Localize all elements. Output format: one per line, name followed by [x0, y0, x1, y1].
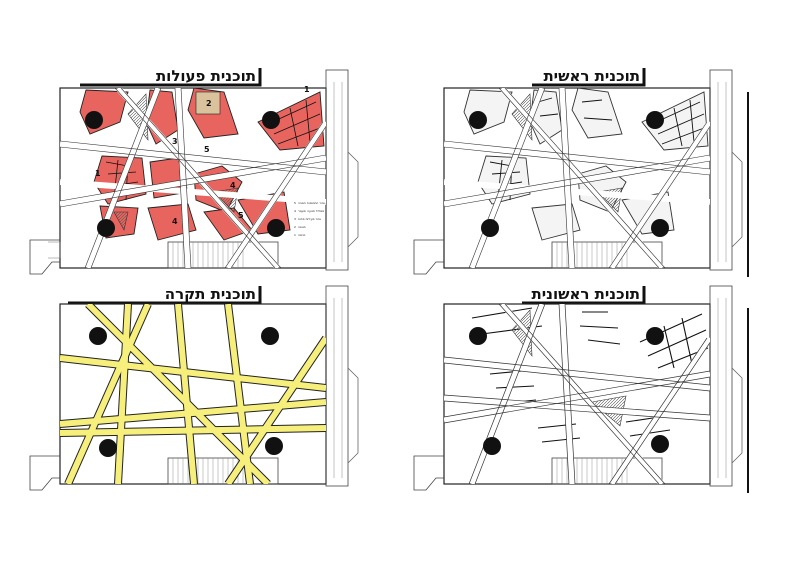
legend: 5 אזור התכנסות וישיבה 4 מסלול תנועה ומעב…: [294, 201, 325, 237]
panel-title: תוכנית ראשית: [543, 67, 640, 85]
panel-main-plan: תוכנית ראשית: [412, 62, 752, 292]
left-annex: [413, 455, 444, 491]
svg-text:1: 1: [294, 233, 296, 237]
column: [483, 437, 501, 455]
zone-number: 2: [206, 99, 212, 108]
zone-number: 5: [204, 145, 210, 154]
columns: [469, 327, 669, 455]
svg-text:אזור פעילות פתוח: אזור פעילות פתוח: [298, 217, 321, 221]
column: [469, 111, 487, 129]
panel-preliminary-plan: תוכנית ראשונית: [412, 278, 752, 508]
legend-item: 4 מסלול תנועה ומעבר: [294, 209, 324, 213]
legend-item: 5 אזור התכנסות וישיבה: [294, 201, 325, 205]
column: [85, 111, 103, 129]
svg-text:אזור התכנסות וישיבה: אזור התכנסות וישיבה: [298, 201, 325, 205]
column: [646, 327, 664, 345]
zone-number: 5: [238, 211, 244, 220]
ceiling-beams: [60, 304, 326, 484]
zone-number: 4: [172, 217, 178, 226]
column: [646, 111, 664, 129]
ceiling-plan-drawing: תוכנית תקרה: [29, 285, 359, 491]
left-annex: [413, 239, 444, 275]
side-corridor: [325, 69, 349, 271]
zone-number: 1: [304, 85, 310, 94]
column: [262, 111, 280, 129]
left-annex: [29, 239, 60, 275]
title-frame: [522, 286, 646, 305]
column: [481, 219, 499, 237]
columns: [85, 111, 285, 237]
legend-item: 1 כניסה: [294, 233, 306, 237]
zone-number: 4: [230, 181, 236, 190]
svg-text:5: 5: [294, 201, 296, 205]
column: [261, 327, 279, 345]
svg-text:4: 4: [294, 209, 296, 213]
svg-text:מסלול תנועה ומעבר: מסלול תנועה ומעבר: [298, 209, 324, 213]
column: [89, 327, 107, 345]
svg-text:תצוגה: תצוגה: [298, 225, 306, 229]
corridors: [444, 88, 710, 268]
svg-text:2: 2: [294, 225, 296, 229]
column: [651, 435, 669, 453]
svg-text:3: 3: [294, 217, 296, 221]
column: [651, 219, 669, 237]
legend-item: 3 אזור פעילות פתוח: [294, 217, 321, 221]
columns: [89, 327, 283, 457]
main-plan-drawing: תוכנית ראשית: [413, 67, 749, 277]
activities-plan-drawing: תוכנית פעולות: [29, 67, 359, 275]
panel-title: תוכנית ראשונית: [531, 285, 640, 303]
svg-text:כניסה: כניסה: [298, 233, 306, 237]
panel-title: תוכנית פעולות: [156, 67, 256, 85]
zone-number: 3: [172, 137, 178, 146]
column: [265, 437, 283, 455]
title-frame: [532, 68, 646, 87]
column: [97, 219, 115, 237]
column: [99, 439, 117, 457]
legend-item: 2 תצוגה: [294, 225, 306, 229]
panel-activities-plan: תוכנית פעולות: [28, 62, 368, 292]
side-corridor: [709, 69, 733, 271]
title-frame: [68, 286, 262, 305]
panel-ceiling-plan: תוכנית תקרה: [28, 278, 368, 508]
panel-title: תוכנית תקרה: [165, 285, 256, 303]
column: [267, 219, 285, 237]
zone-number: 1: [95, 169, 101, 178]
display-zone: [195, 91, 221, 115]
title-frame: [80, 68, 262, 87]
side-corridor: [709, 285, 733, 487]
side-corridor: [325, 285, 349, 487]
preliminary-plan-drawing: תוכנית ראשונית: [413, 285, 749, 493]
left-annex: [29, 455, 60, 491]
column: [469, 327, 487, 345]
columns: [469, 111, 669, 237]
